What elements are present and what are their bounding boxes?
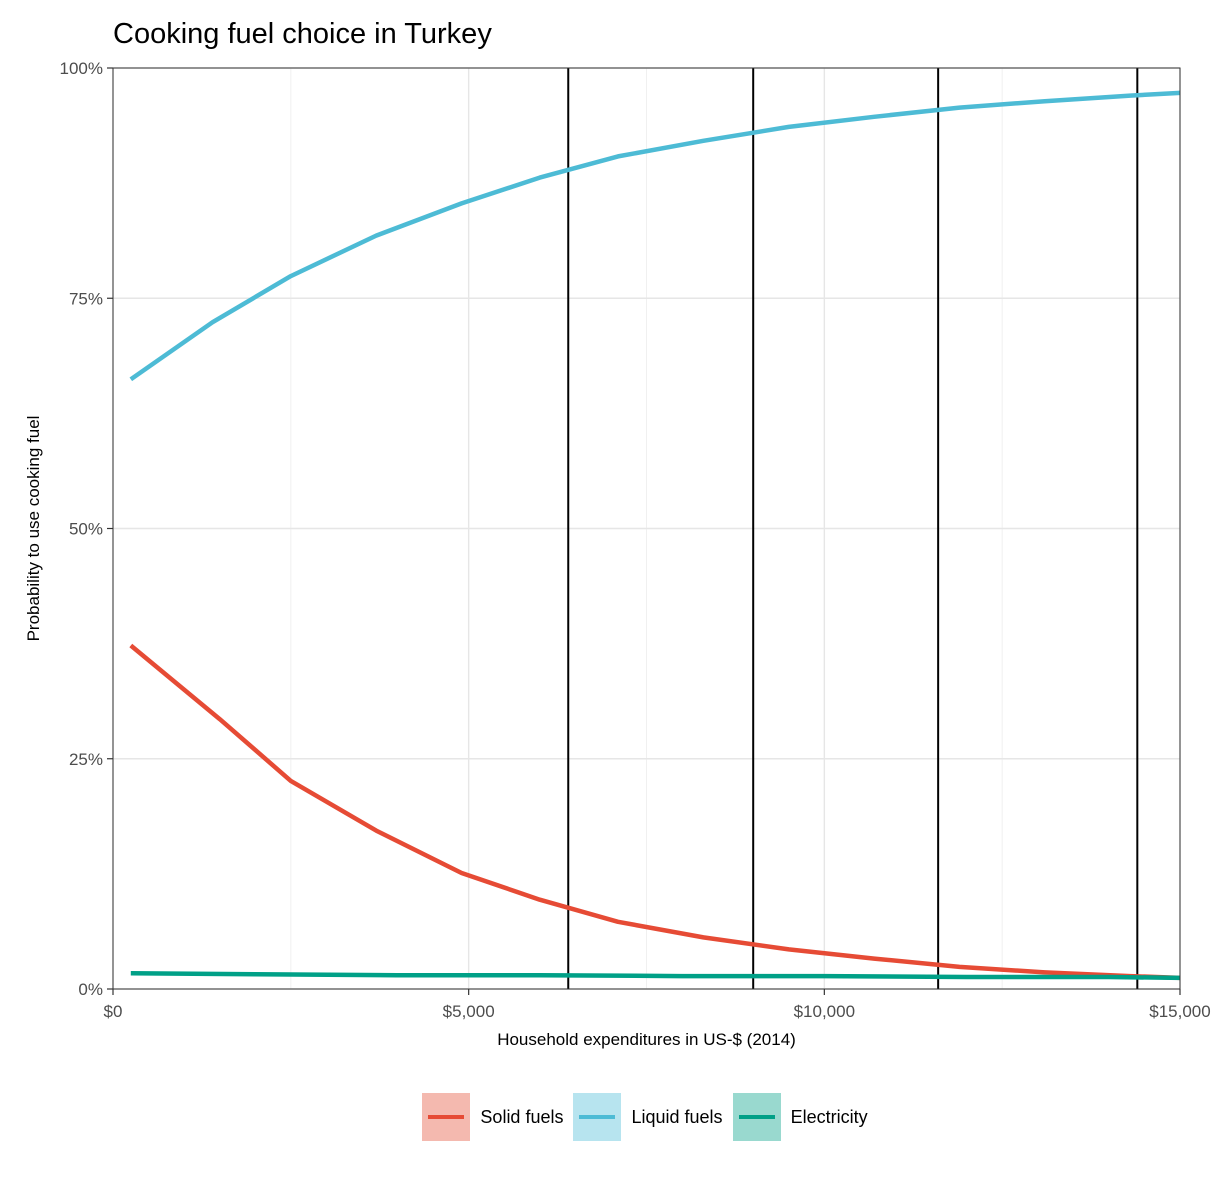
y-tick-label: 50% [69, 520, 103, 539]
legend-key-line [738, 1115, 775, 1119]
legend-key [732, 1093, 781, 1141]
series-line-electricity [130, 971, 1181, 981]
legend-key [422, 1093, 471, 1141]
y-axis-label: Probability to use cooking fuel [24, 416, 43, 642]
x-axis: $0 $5,000 $10,000 $15,000 [104, 989, 1211, 1021]
series-line-solid-fuels [129, 643, 1181, 981]
chart-title: Cooking fuel choice in Turkey [113, 18, 492, 50]
series-line-liquid-fuels [129, 90, 1181, 382]
legend-label: Liquid fuels [631, 1106, 723, 1127]
legend-key-line [428, 1115, 465, 1119]
legend-items: Solid fuels Liquid fuels Electricity [422, 1093, 877, 1141]
y-tick-label: 0% [78, 980, 103, 999]
x-tick-label: $0 [104, 1002, 123, 1021]
x-tick-label: $5,000 [443, 1002, 495, 1021]
series-lines [129, 90, 1181, 981]
legend-item: Electricity [732, 1093, 868, 1141]
gridlines [112, 67, 1181, 990]
x-tick-label: $10,000 [794, 1002, 855, 1021]
legend-item: Solid fuels [422, 1093, 563, 1141]
y-tick-label: 75% [69, 289, 103, 308]
legend-label: Solid fuels [480, 1106, 564, 1127]
legend-key [573, 1093, 622, 1141]
legend: Solid fuels Liquid fuels Electricity [0, 1093, 1220, 1141]
y-tick-label: 25% [69, 750, 103, 769]
x-tick-label: $15,000 [1149, 1002, 1210, 1021]
legend-label: Electricity [790, 1106, 868, 1127]
legend-item: Liquid fuels [573, 1093, 723, 1141]
legend-key-line [579, 1115, 616, 1119]
y-tick-label: 100% [60, 59, 103, 78]
vertical-reference-lines [567, 68, 1139, 989]
x-axis-label: Household expenditures in US-$ (2014) [497, 1030, 796, 1049]
y-axis: 0% 25% 50% 75% 100% [60, 59, 113, 999]
